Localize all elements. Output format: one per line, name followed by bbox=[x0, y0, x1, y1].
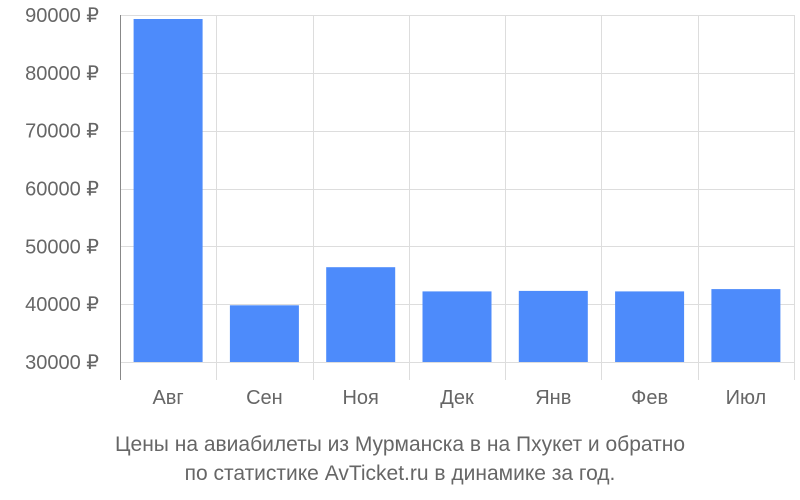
x-tick-label-3: Дек bbox=[440, 387, 474, 409]
bar-2 bbox=[326, 267, 396, 362]
bar-0 bbox=[133, 19, 203, 362]
bar-5 bbox=[615, 291, 685, 362]
x-tick-label-0: Авг bbox=[152, 387, 183, 409]
price-bar-chart: 30000 ₽ 40000 ₽ 50000 ₽ 60000 ₽ 70000 ₽ 80000… bbox=[25, 5, 795, 409]
y-tick-label-1: 40000 ₽ bbox=[25, 294, 99, 316]
chart-caption: Цены на авиабилеты из Мурманска в на Пху… bbox=[0, 430, 800, 488]
x-tick-label-2: Ноя bbox=[342, 387, 378, 409]
y-tick-label-6: 90000 ₽ bbox=[25, 5, 99, 27]
bars bbox=[133, 19, 781, 362]
y-tick-label-4: 70000 ₽ bbox=[25, 121, 99, 143]
x-tick-label-1: Сен bbox=[246, 387, 283, 409]
y-tick-labels: 30000 ₽ 40000 ₽ 50000 ₽ 60000 ₽ 70000 ₽ 80000… bbox=[25, 5, 99, 374]
x-tick-label-5: Фев bbox=[631, 387, 668, 409]
caption-line-1: Цены на авиабилеты из Мурманска в на Пху… bbox=[115, 433, 685, 456]
y-tick-label-0: 30000 ₽ bbox=[25, 352, 99, 374]
x-tick-label-6: Июл bbox=[726, 387, 767, 409]
x-tick-label-4: Янв bbox=[535, 387, 571, 409]
y-tick-label-3: 60000 ₽ bbox=[25, 179, 99, 201]
bar-1 bbox=[229, 305, 299, 362]
x-tick-labels: Авг Сен Ноя Дек Янв Фев Июл bbox=[152, 387, 766, 409]
y-tick-label-2: 50000 ₽ bbox=[25, 236, 99, 258]
y-tick-label-5: 80000 ₽ bbox=[25, 63, 99, 85]
caption-line-2: по статистике AvTicket.ru в динамике за … bbox=[184, 462, 616, 485]
grid-lines bbox=[120, 15, 795, 380]
bar-6 bbox=[711, 289, 781, 362]
bar-4 bbox=[518, 290, 588, 362]
bar-3 bbox=[422, 291, 492, 362]
